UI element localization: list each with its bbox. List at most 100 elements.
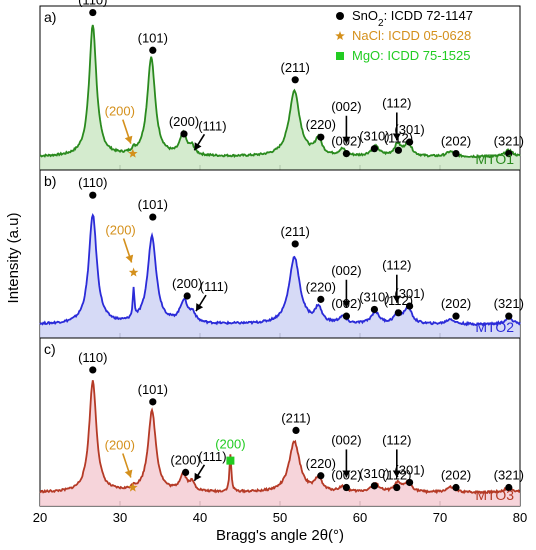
arrow-peak-head <box>392 295 401 303</box>
mgo-marker <box>226 456 235 465</box>
sno2-marker <box>452 150 460 158</box>
sno2-marker <box>370 482 378 490</box>
sno2-marker <box>370 145 378 153</box>
hkl-label: (321) <box>494 134 524 149</box>
x-tick-label: 70 <box>433 510 447 525</box>
hkl-label: (112) <box>382 95 411 110</box>
sno2-marker <box>505 483 513 492</box>
hkl-label: (111) <box>198 118 226 133</box>
sno2-marker <box>505 312 513 320</box>
arrow-peak-head <box>342 300 351 308</box>
nacl-arrow-head <box>124 469 133 478</box>
nacl-arrow-head <box>125 254 134 263</box>
sno2-marker <box>406 478 414 487</box>
panel-tag: b) <box>44 173 56 189</box>
hkl-label: (202) <box>441 296 471 311</box>
sno2-marker <box>149 213 157 221</box>
sno2-marker <box>149 398 157 406</box>
x-tick-label: 80 <box>513 510 527 525</box>
hkl-label: (310) <box>359 466 389 481</box>
hkl-label: (110) <box>78 350 107 365</box>
mgo-label: (200) <box>215 437 245 452</box>
panel-mto2: (110)(101)(200)(211)(220)(002)(310)(112)… <box>39 169 524 339</box>
hkl-label: (200) <box>172 276 202 291</box>
hkl-label: (301) <box>394 462 424 477</box>
sno2-marker <box>149 46 157 54</box>
hkl-label: (112) <box>382 432 411 447</box>
y-axis-title: Intensity (a.u) <box>5 213 22 304</box>
x-tick-label: 30 <box>113 510 127 525</box>
hkl-label: (101) <box>138 382 168 397</box>
hkl-label: (110) <box>78 0 107 8</box>
pattern-line <box>39 380 521 495</box>
hkl-label: (220) <box>306 456 336 471</box>
hkl-label: (200) <box>170 452 200 467</box>
x-tick-label: 20 <box>33 510 47 525</box>
x-tick-label: 40 <box>193 510 207 525</box>
arrow-peak-head <box>392 133 401 141</box>
hkl-label: (321) <box>494 468 524 483</box>
hkl-label: (111) <box>198 449 226 464</box>
nacl-arrow-head <box>124 135 133 144</box>
sno2-marker <box>370 305 378 314</box>
sno2-marker <box>406 138 414 146</box>
sno2-marker <box>317 472 325 480</box>
hkl-label: (301) <box>394 286 424 301</box>
hkl-label: (220) <box>306 279 336 294</box>
nacl-label: (200) <box>105 222 135 237</box>
panel-name: MTO3 <box>475 487 514 503</box>
hkl-label: (101) <box>138 30 168 45</box>
x-axis: 20 30 40 50 60 70 80 <box>33 510 527 525</box>
hkl-label: (301) <box>394 122 424 137</box>
sno2-marker <box>394 146 402 154</box>
sno2-marker <box>180 130 188 138</box>
sno2-marker <box>505 150 513 158</box>
hkl-label: (321) <box>494 296 524 311</box>
x-axis-title: Bragg's angle 2θ(°) <box>216 527 344 544</box>
sno2-marker <box>317 133 325 141</box>
hkl-label: (112) <box>384 130 413 145</box>
hkl-label: (202) <box>441 468 471 483</box>
arrow-peak-head <box>342 136 351 144</box>
sno2-marker <box>342 312 350 320</box>
sno2-marker <box>291 240 299 248</box>
hkl-label: (202) <box>441 134 471 149</box>
arrow-111-head <box>196 303 204 312</box>
nacl-star <box>128 148 138 158</box>
hkl-label: (002) <box>331 432 361 447</box>
sno2-marker <box>342 483 350 492</box>
hkl-label: (111) <box>200 279 228 294</box>
sno2-marker <box>291 76 299 84</box>
sno2-marker <box>393 483 401 492</box>
panel-mto1: (110)(101)(200)(211)(220)(002)(310)(112)… <box>39 0 524 171</box>
hkl-label: (112) <box>384 293 413 308</box>
legend-label: MgO: ICDD 75-1525 <box>352 48 471 63</box>
nacl-label: (200) <box>105 104 135 119</box>
nacl-star <box>128 482 138 492</box>
hkl-label: (211) <box>281 410 310 425</box>
hkl-label: (310) <box>359 129 389 144</box>
sno2-marker <box>182 468 190 476</box>
sno2-marker <box>89 191 97 199</box>
pattern-line <box>39 24 521 159</box>
sno2-marker <box>89 8 97 17</box>
pattern-fill <box>40 215 520 338</box>
panel-tag: a) <box>44 9 56 25</box>
sno2-marker <box>452 312 460 320</box>
sno2-marker <box>342 150 350 158</box>
sno2-marker <box>89 366 97 374</box>
arrow-peak-head <box>342 470 351 478</box>
sno2-marker <box>183 292 191 300</box>
panel-name: MTO1 <box>475 151 514 167</box>
sno2-marker <box>317 295 325 303</box>
hkl-label: (220) <box>306 117 336 132</box>
pattern-line <box>39 213 521 327</box>
hkl-label: (101) <box>138 197 168 212</box>
hkl-label: (211) <box>281 224 310 239</box>
hkl-label: (310) <box>359 289 389 304</box>
sno2-marker <box>394 309 402 317</box>
panel-tag: c) <box>44 341 56 357</box>
hkl-label: (200) <box>169 114 199 129</box>
